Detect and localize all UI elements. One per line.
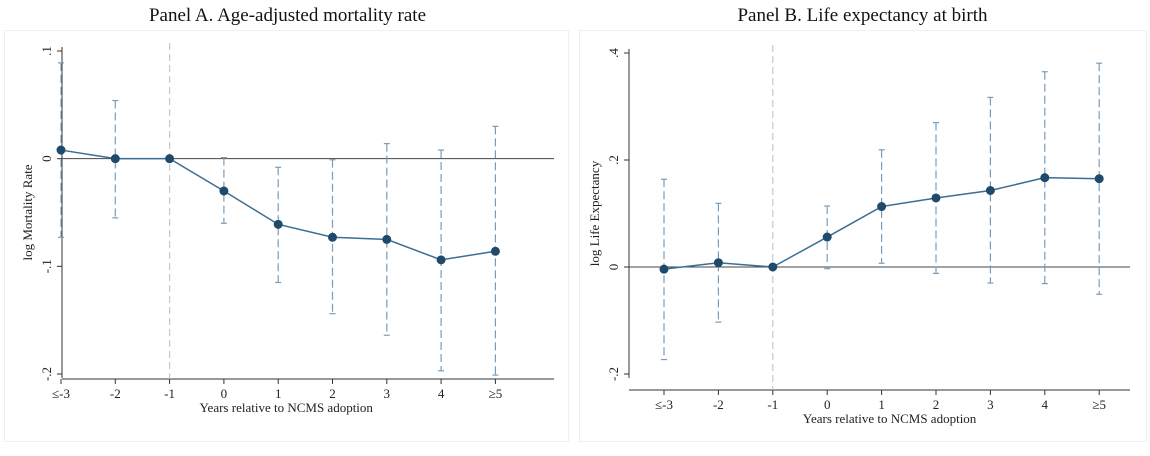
data-point <box>56 145 66 155</box>
x-tick-label: 3 <box>384 386 391 401</box>
y-tick-label: .4 <box>606 48 621 58</box>
data-point <box>659 264 669 274</box>
x-tick-label: -1 <box>767 397 778 412</box>
x-tick-label: -1 <box>164 386 175 401</box>
x-tick-label: ≤-3 <box>52 386 70 401</box>
x-tick-label: 0 <box>221 386 228 401</box>
y-tick-label: .1 <box>39 46 54 56</box>
y-tick-label: .2 <box>606 155 621 165</box>
y-tick-label: 0 <box>606 264 621 271</box>
data-point <box>931 193 941 203</box>
data-point <box>273 219 283 229</box>
panel-a-title: Panel A. Age-adjusted mortality rate <box>148 5 426 26</box>
panel-b-title: Panel B. Life expectancy at birth <box>737 5 988 26</box>
panel-b-plot-frame: .4 .2 0 -.2 log Life Expectancy ≤-3 -2 -1 0 1 2 3 4 ≥… <box>579 30 1147 442</box>
x-tick-label: 3 <box>987 397 994 412</box>
x-axis-title: Years relative to NCMS adoption <box>199 400 373 415</box>
x-tick-label: -2 <box>713 397 724 412</box>
data-point <box>1040 173 1050 183</box>
data-point <box>713 258 723 268</box>
data-point <box>822 232 832 242</box>
x-tick-label: 2 <box>329 386 336 401</box>
x-tick-label: 0 <box>824 397 831 412</box>
y-tick-label: 0 <box>39 155 54 162</box>
panel-a-chart: .1 0 -.1 -.2 log Mortality Rate ≤-3 -2 -1 0 1 2 3 4 ≥… <box>20 43 554 415</box>
data-point <box>1094 174 1104 184</box>
x-tick-label: ≥5 <box>489 386 503 401</box>
data-point <box>382 234 392 244</box>
x-tick-label: 4 <box>438 386 445 401</box>
x-tick-label: 1 <box>878 397 885 412</box>
y-axis-title: log Life Expectancy <box>587 160 602 266</box>
panel-a: Panel A. Age-adjusted mortality rate .1 0… <box>4 5 569 442</box>
panel-b: Panel B. Life expectancy at birth .4 .2 0 -… <box>575 0 1150 456</box>
data-point <box>490 246 500 256</box>
y-tick-label: -.2 <box>606 367 621 381</box>
data-point <box>219 186 229 196</box>
data-point <box>985 185 995 195</box>
data-point <box>436 255 446 265</box>
data-point <box>165 154 175 164</box>
y-tick-label: -.1 <box>39 259 54 273</box>
x-tick-label: ≤-3 <box>655 397 673 412</box>
y-axis-title: log Mortality Rate <box>20 164 35 260</box>
x-tick-label: -2 <box>110 386 121 401</box>
x-tick-label: 2 <box>933 397 940 412</box>
panel-a-plot-frame: .1 0 -.1 -.2 log Mortality Rate ≤-3 -2 -1 0 1 2 3 4 ≥… <box>4 30 569 442</box>
panel-b-chart: .4 .2 0 -.2 log Life Expectancy ≤-3 -2 -1 0 1 2 3 4 ≥… <box>587 45 1130 426</box>
data-point <box>110 154 120 164</box>
x-tick-label: 1 <box>275 386 282 401</box>
x-tick-label: ≥5 <box>1092 397 1106 412</box>
y-tick-label: -.2 <box>39 367 54 381</box>
data-point <box>768 262 778 272</box>
data-point <box>877 202 887 212</box>
x-axis-title: Years relative to NCMS adoption <box>803 411 977 426</box>
x-tick-label: 4 <box>1042 397 1049 412</box>
data-point <box>328 232 337 242</box>
